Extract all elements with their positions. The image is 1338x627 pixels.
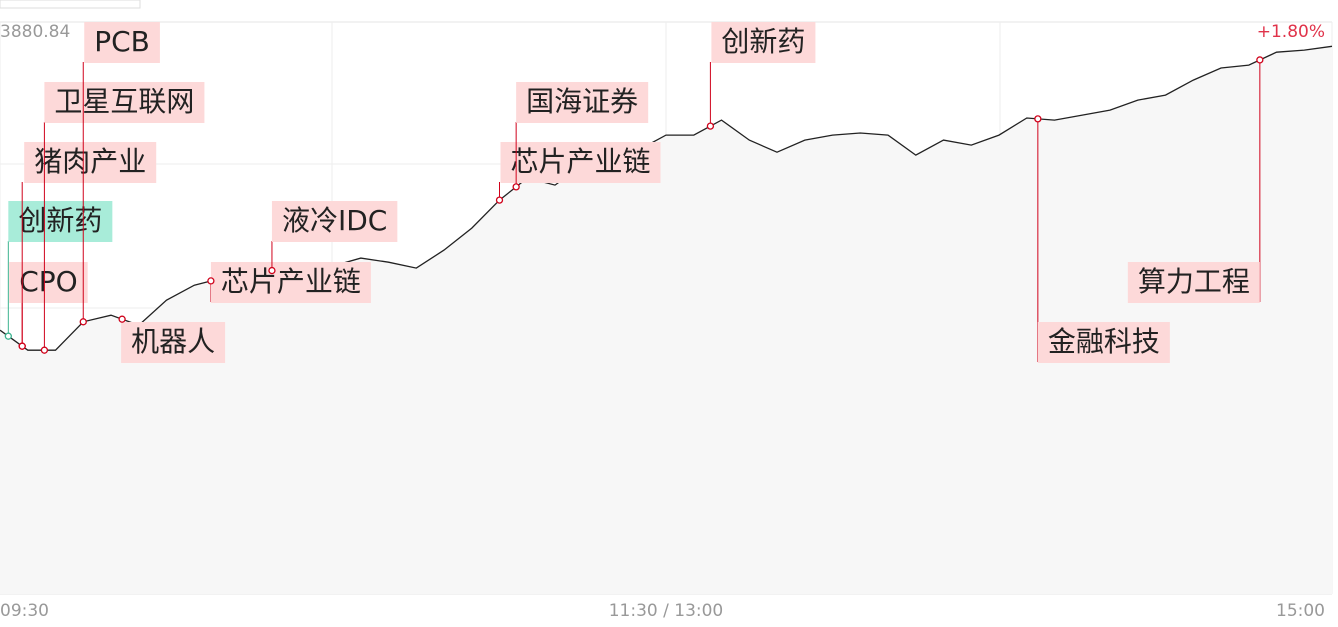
annotation-label: 算力工程 — [1138, 265, 1250, 298]
annotation-dot — [268, 266, 276, 275]
annotation-dot — [512, 183, 520, 191]
x-tick-label: 15:00 — [1276, 601, 1325, 621]
annotation-box — [44, 82, 205, 123]
annotation-box — [1037, 322, 1170, 363]
annotation-box — [500, 142, 661, 183]
annotation-label: 国海证券 — [526, 85, 638, 118]
annotation-box — [24, 142, 157, 183]
annotation-label: 芯片产业链 — [511, 145, 651, 178]
tab — [0, 0, 141, 9]
annotation-box — [8, 201, 113, 242]
annotation-label: 金融科技 — [1048, 325, 1160, 358]
annotation-label: 卫星互联网 — [54, 85, 194, 118]
annotation-dot — [207, 277, 215, 285]
annotation-dot — [4, 332, 12, 340]
annotation-dot — [1256, 56, 1264, 64]
annotation-box — [210, 262, 371, 303]
annotation-box — [711, 22, 816, 63]
annotation-label: 机器人 — [131, 325, 215, 358]
annotation-dot — [79, 318, 87, 326]
annotation-dot — [495, 196, 504, 204]
annotation-label: CPO — [19, 265, 77, 298]
annotation-dot — [706, 122, 715, 130]
annotation-dot — [1034, 115, 1042, 123]
annotation-box — [516, 82, 649, 123]
annotation-box — [84, 22, 160, 63]
annotation-dot — [40, 346, 49, 354]
area-fill — [0, 46, 1332, 595]
annotation-dot — [18, 342, 26, 350]
y-tick-label: 3880.84 — [0, 22, 70, 42]
annotation-label: 芯片产业链 — [221, 265, 361, 298]
annotation-label: 猪肉产业 — [34, 145, 146, 178]
annotation-label: 创新药 — [721, 25, 805, 58]
annotation-dot — [118, 315, 126, 323]
annotation-label: 创新药 — [18, 204, 102, 237]
annotation-box — [1127, 262, 1260, 303]
annotation-box — [271, 201, 398, 242]
annotation-label: PCB — [94, 25, 150, 58]
annotation-box — [121, 322, 226, 363]
y2-tick-label: +1.80% — [1257, 22, 1325, 42]
annotation-label: 液冷IDC — [282, 204, 387, 237]
x-tick-label: 09:30 — [0, 601, 49, 621]
x-tick-label: 11:30 / 13:00 — [609, 601, 724, 621]
